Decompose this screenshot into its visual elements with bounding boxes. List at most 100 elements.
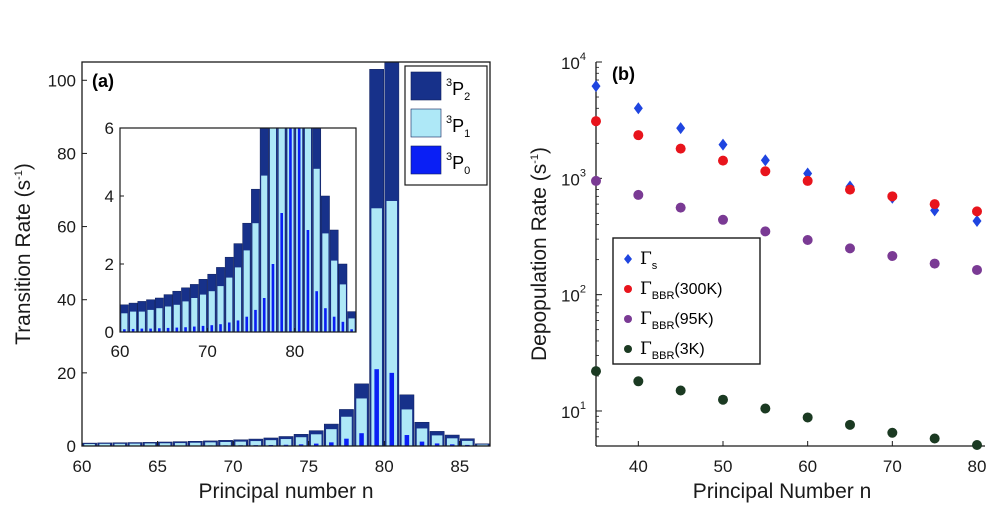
point-Γs-55 bbox=[760, 154, 770, 167]
point-Γs-40 bbox=[633, 102, 643, 115]
inset-bar-P1-84 bbox=[331, 260, 338, 332]
point-ΓBBR(3K)-60 bbox=[802, 412, 813, 423]
inset-bar-P0-65 bbox=[166, 327, 170, 332]
inset-bar-P1-62 bbox=[138, 311, 145, 332]
legend-label-P1-main: P bbox=[452, 116, 464, 136]
inset: 60 70 80 0 2 4 6 bbox=[105, 119, 357, 361]
legend-b-box bbox=[612, 237, 761, 365]
bar-P0-80 bbox=[389, 372, 395, 446]
y-axis-label-b: Depopulation Rate (s-1) bbox=[528, 147, 551, 361]
inset-bar-P1-77 bbox=[269, 128, 277, 332]
point-ΓBBR(95K)-80 bbox=[972, 264, 982, 275]
bar-P0-83 bbox=[434, 443, 440, 446]
b-y-tick-base-1: 10 bbox=[561, 403, 580, 422]
inset-x-tick-70: 70 bbox=[198, 342, 217, 361]
inset-bar-P0-62 bbox=[140, 328, 144, 332]
bar-P0-81 bbox=[404, 435, 410, 446]
x-tick-85: 85 bbox=[450, 457, 469, 476]
point-ΓBBR(3K)-45 bbox=[675, 385, 686, 396]
inset-bar-P0-64 bbox=[158, 328, 161, 332]
y-tick-40: 40 bbox=[57, 291, 76, 310]
bar-P1-84 bbox=[446, 438, 458, 446]
b-y-tick-exp-1: 1 bbox=[580, 400, 586, 412]
y-tick-80: 80 bbox=[57, 144, 76, 163]
y-tick-20: 20 bbox=[57, 364, 76, 383]
x-ticks-b: 40 50 60 70 80 bbox=[629, 441, 987, 476]
legend-b-label-ΓBBR(95K)-sub: BBR bbox=[652, 320, 675, 332]
bar-P1-68 bbox=[205, 442, 216, 446]
inset-bar-P0-83 bbox=[324, 308, 327, 332]
legend-b-label-ΓBBR(3K)-main: Γ bbox=[640, 339, 652, 359]
bar-P0-76 bbox=[329, 442, 334, 446]
y-axis-label-b-main: Depopulation Rate (s bbox=[528, 164, 551, 361]
legend-b-marker-Γs bbox=[624, 254, 632, 264]
inset-bar-P0-67 bbox=[184, 327, 187, 332]
legend-b-label-ΓBBR(300K)-suffix: (300K) bbox=[674, 281, 722, 298]
inset-x-ticks: 60 70 80 bbox=[111, 328, 304, 361]
point-ΓBBR(95K)-75 bbox=[929, 258, 940, 269]
b-y-tick-base-3: 10 bbox=[561, 170, 580, 189]
point-ΓBBR(95K)-50 bbox=[718, 214, 728, 225]
bar-P1-86 bbox=[477, 444, 488, 446]
inset-bar-P0-82 bbox=[315, 291, 318, 332]
legend-b-label-ΓBBR(3K): ΓBBR(3K) bbox=[640, 339, 705, 362]
bar-P1-82 bbox=[416, 428, 428, 446]
bar-P1-74 bbox=[295, 437, 307, 446]
x-axis-label-b: Principal Number n bbox=[693, 480, 872, 503]
inset-bar-P0-66 bbox=[175, 327, 179, 332]
x-tick-65: 65 bbox=[148, 457, 167, 476]
y-axis-label-b-sup: -1 bbox=[529, 154, 541, 164]
inset-bar-P1-75 bbox=[252, 223, 259, 332]
inset-bar-P0-85 bbox=[341, 321, 345, 332]
point-ΓBBR(95K)-40 bbox=[633, 189, 644, 200]
legend-b-label-Γs-main: Γ bbox=[640, 249, 652, 269]
bar-P1-72 bbox=[265, 440, 277, 446]
legend-b-label-ΓBBR(95K)-main: Γ bbox=[640, 309, 652, 329]
legend-label-P2-main: P bbox=[452, 79, 464, 99]
point-ΓBBR(300K)-45 bbox=[675, 143, 686, 154]
point-ΓBBR(300K)-80 bbox=[972, 206, 982, 217]
point-ΓBBR(95K)-60 bbox=[802, 235, 813, 246]
bar-P1-60 bbox=[84, 443, 95, 446]
x-ticks: 60 65 70 75 80 85 bbox=[73, 441, 469, 476]
point-Γs-35 bbox=[591, 80, 601, 93]
inset-bar-P0-72 bbox=[227, 322, 231, 332]
b-y-tick-1: 101 bbox=[561, 400, 586, 422]
bar-P1-83 bbox=[431, 435, 443, 446]
bar-P1-85 bbox=[462, 440, 473, 446]
b-x-tick-40: 40 bbox=[629, 457, 648, 476]
inset-bar-P0-73 bbox=[236, 320, 240, 332]
inset-bar-P0-70 bbox=[210, 325, 214, 332]
panel-b-label: (b) bbox=[612, 64, 635, 84]
inset-bar-P1-82 bbox=[313, 168, 320, 332]
bar-P1-69 bbox=[220, 441, 231, 446]
point-ΓBBR(3K)-40 bbox=[633, 376, 644, 387]
y-axis-label-main: Transition Rate (s bbox=[12, 180, 35, 345]
bar-P0-79 bbox=[374, 369, 379, 446]
inset-y-ticks: 0 2 4 6 bbox=[105, 119, 124, 342]
b-y-tick-exp-2: 2 bbox=[580, 284, 586, 296]
point-ΓBBR(300K)-55 bbox=[760, 166, 771, 177]
point-ΓBBR(300K)-65 bbox=[845, 184, 855, 195]
inset-y-tick-4: 4 bbox=[105, 187, 114, 206]
b-y-tick-2: 102 bbox=[561, 284, 586, 306]
point-Γs-45 bbox=[676, 122, 686, 135]
y-ticks: 0 20 40 60 80 100 bbox=[48, 71, 87, 456]
bar-P0-82 bbox=[419, 441, 425, 446]
legend-b-label-ΓBBR(300K)-main: Γ bbox=[640, 279, 652, 299]
x-tick-70: 70 bbox=[224, 457, 243, 476]
bar-P1-65 bbox=[159, 443, 171, 446]
point-ΓBBR(95K)-70 bbox=[887, 250, 898, 261]
legend-swatch-P2 bbox=[410, 71, 442, 101]
bar-P0-78 bbox=[359, 433, 364, 446]
b-x-tick-80: 80 bbox=[968, 457, 987, 476]
inset-bar-P0-77 bbox=[271, 264, 275, 332]
inset-y-tick-6: 6 bbox=[105, 119, 114, 138]
legend-label-P0-sup: 3 bbox=[446, 151, 452, 163]
b-y-tick-exp-3: 3 bbox=[580, 167, 586, 179]
point-ΓBBR(95K)-45 bbox=[675, 202, 686, 213]
inset-y-tick-0: 0 bbox=[105, 323, 114, 342]
